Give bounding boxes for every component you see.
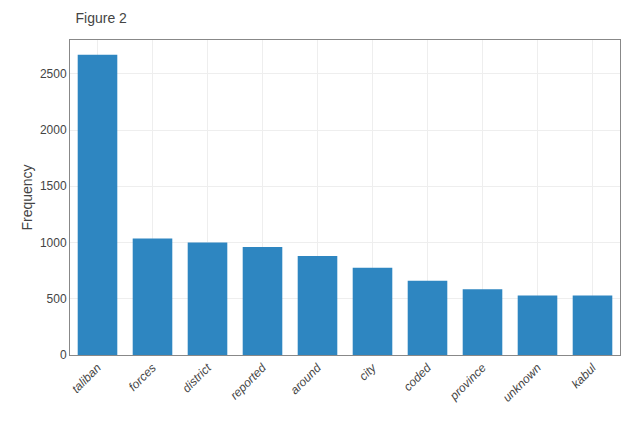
svg-text:Figure 2: Figure 2 — [76, 10, 128, 26]
svg-text:1000: 1000 — [40, 236, 67, 250]
svg-text:kabul: kabul — [569, 361, 599, 391]
svg-text:0: 0 — [60, 348, 67, 362]
svg-text:unknown: unknown — [500, 361, 544, 405]
svg-text:2500: 2500 — [40, 67, 67, 81]
svg-text:coded: coded — [401, 361, 434, 394]
svg-text:Frequency: Frequency — [19, 164, 35, 230]
svg-text:500: 500 — [47, 292, 67, 306]
svg-text:reported: reported — [227, 361, 269, 403]
svg-text:province: province — [446, 361, 489, 404]
svg-text:city: city — [356, 360, 379, 383]
svg-text:1500: 1500 — [40, 179, 67, 193]
svg-text:forces: forces — [126, 361, 159, 394]
svg-text:2000: 2000 — [40, 123, 67, 137]
svg-text:district: district — [179, 360, 214, 395]
svg-text:taliban: taliban — [69, 361, 104, 396]
svg-text:around: around — [288, 361, 325, 398]
